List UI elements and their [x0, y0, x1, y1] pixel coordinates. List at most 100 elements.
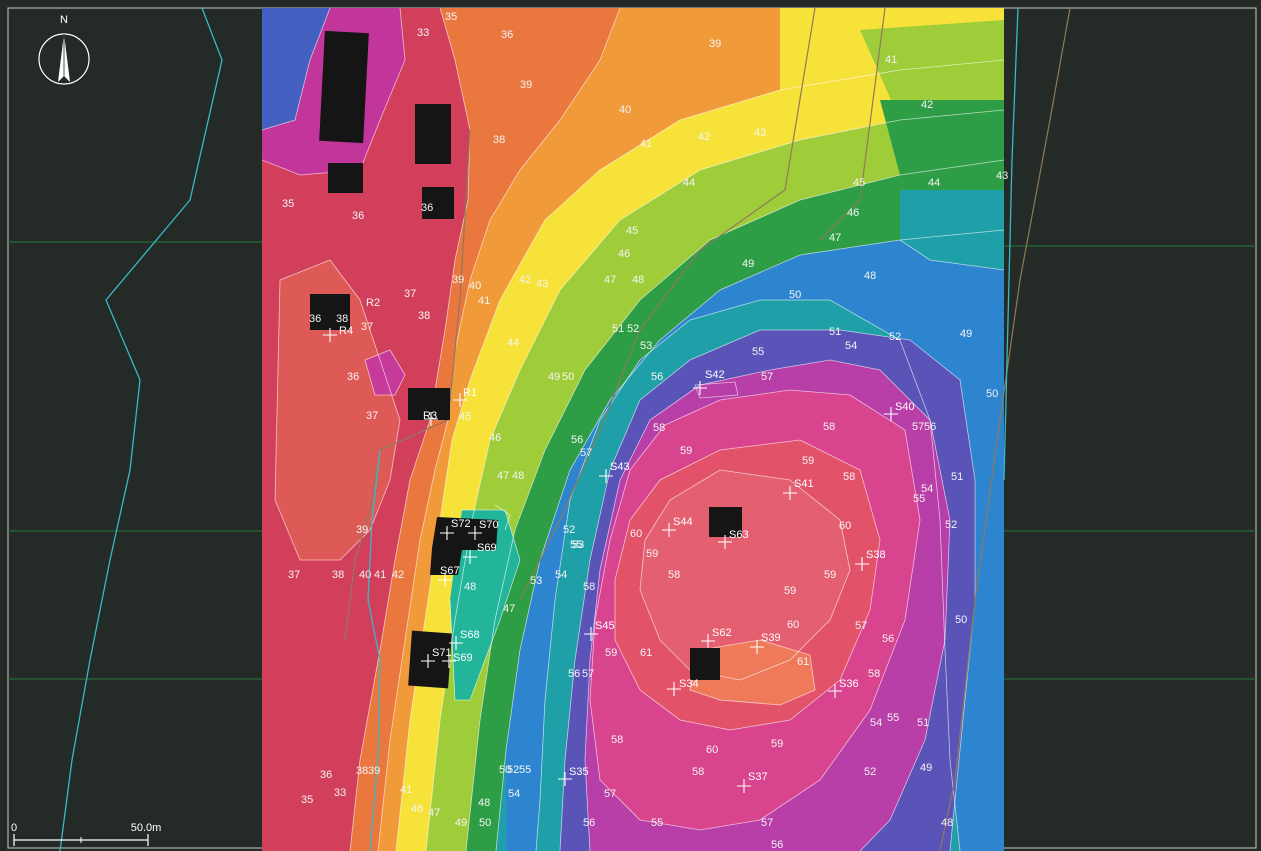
crosshair-icon — [855, 557, 869, 571]
contour-label: 56 — [583, 817, 595, 829]
station-marker[interactable]: S69 — [463, 542, 497, 564]
station-marker[interactable]: S35 — [558, 766, 589, 786]
contour-label: 49 — [455, 817, 467, 829]
station-label: S43 — [610, 461, 630, 473]
contour-label: 42 — [698, 131, 710, 143]
station-marker[interactable]: S43 — [599, 461, 630, 483]
contour-label: 47 — [829, 232, 841, 244]
contour-label: 39 — [709, 38, 721, 50]
station-marker[interactable]: S69 — [442, 652, 473, 668]
contour-label: 57 — [580, 447, 592, 459]
contour-label: 50 — [789, 289, 801, 301]
contour-label: 50 — [479, 817, 491, 829]
contour-label: 56 — [568, 668, 580, 680]
contour-label: 47 — [604, 274, 616, 286]
station-marker[interactable]: S44 — [662, 516, 693, 537]
station-label: S69 — [477, 542, 497, 554]
building — [319, 30, 369, 144]
contour-label: 56 — [771, 839, 783, 851]
station-marker[interactable]: S68 — [449, 629, 480, 650]
contour-label: 50 — [562, 371, 574, 383]
station-marker[interactable]: S41 — [783, 478, 814, 500]
contour-label: 46 — [618, 248, 630, 260]
crosshair-icon — [718, 535, 732, 549]
station-marker[interactable]: S34 — [667, 678, 699, 696]
station-marker[interactable]: S70 — [468, 519, 499, 540]
crosshair-icon — [449, 636, 463, 650]
station-marker[interactable]: R3 — [423, 410, 438, 426]
contour-label: 49 — [960, 328, 972, 340]
contour-label: 41 — [885, 54, 897, 66]
crosshair-icon — [558, 772, 572, 786]
contour-label: 46 — [411, 803, 423, 815]
station-marker[interactable]: S71 — [421, 647, 452, 668]
station-marker[interactable]: S42 — [693, 369, 725, 395]
station-label: S72 — [451, 518, 471, 530]
crosshair-icon — [828, 684, 842, 698]
contour-label: 40 — [619, 104, 631, 116]
contour-label: 45 — [459, 411, 471, 423]
survey-stations: S42 S40 S43 S41 S44 S63 S38 S45 S62 S39 S34 S36 S35 S… — [323, 325, 915, 793]
station-marker[interactable]: S39 — [750, 632, 781, 654]
station-marker[interactable]: S72 — [440, 518, 471, 540]
station-label: S39 — [761, 632, 781, 644]
station-marker[interactable]: S40 — [884, 401, 915, 421]
station-label: S45 — [595, 620, 615, 632]
station-label: S69 — [453, 652, 473, 664]
contour-label: 55 — [913, 493, 925, 505]
contour-label: 58 — [868, 668, 880, 680]
contour-label: 41 — [400, 784, 412, 796]
station-marker[interactable]: S63 — [718, 529, 749, 549]
contour-label: 54 — [555, 569, 567, 581]
contour-fill — [262, 8, 1004, 851]
contour-label: R2 — [366, 297, 380, 309]
crosshair-icon — [783, 486, 797, 500]
station-marker[interactable]: S38 — [855, 549, 886, 571]
contour-label: 40 — [469, 280, 481, 292]
contour-label: 44 — [683, 177, 695, 189]
contour-label: 50 — [499, 764, 511, 776]
buildings — [310, 30, 742, 689]
contour-label: 46 — [847, 207, 859, 219]
contour-label: 57 — [761, 371, 773, 383]
contour-label: 36 — [501, 29, 513, 41]
contour-label: 50 — [955, 614, 967, 626]
building — [408, 388, 450, 420]
station-marker[interactable]: S37 — [737, 771, 768, 793]
contour-label: 48 — [941, 817, 953, 829]
scale-end-label: 50.0m — [131, 822, 162, 834]
contour-label: 41 — [478, 295, 490, 307]
contour-label: 57 — [912, 421, 924, 433]
contour-label: 50 — [986, 388, 998, 400]
contour-label: 41 — [374, 569, 386, 581]
contour-lines — [262, 8, 1004, 851]
contour-label: 59 — [605, 647, 617, 659]
contour-label: 60 — [787, 619, 799, 631]
station-marker[interactable]: S36 — [828, 678, 859, 698]
contour-label: 56 — [571, 434, 583, 446]
contour-label: 35 — [301, 794, 313, 806]
crosshair-icon — [737, 779, 751, 793]
contour-label: 51 — [917, 717, 929, 729]
crosshair-icon — [323, 328, 337, 342]
contour-label: 54 — [845, 340, 857, 352]
building — [709, 507, 742, 537]
crosshair-icon — [584, 627, 598, 641]
contour-label: 49 — [742, 258, 754, 270]
station-marker[interactable]: R4 — [323, 325, 353, 342]
contour-label: 44 — [928, 177, 940, 189]
contour-label: 61 — [797, 656, 809, 668]
station-marker[interactable]: R1 — [453, 387, 477, 407]
crosshair-icon — [693, 381, 707, 395]
station-marker[interactable]: S67 — [438, 565, 460, 587]
contour-label: 59 — [646, 548, 658, 560]
contour-label: 36 — [320, 769, 332, 781]
contour-label: 59 — [680, 445, 692, 457]
station-label: S67 — [440, 565, 460, 577]
contour-label: 58 — [653, 422, 665, 434]
station-marker[interactable]: S62 — [701, 627, 732, 648]
station-marker[interactable]: S45 — [584, 620, 615, 641]
